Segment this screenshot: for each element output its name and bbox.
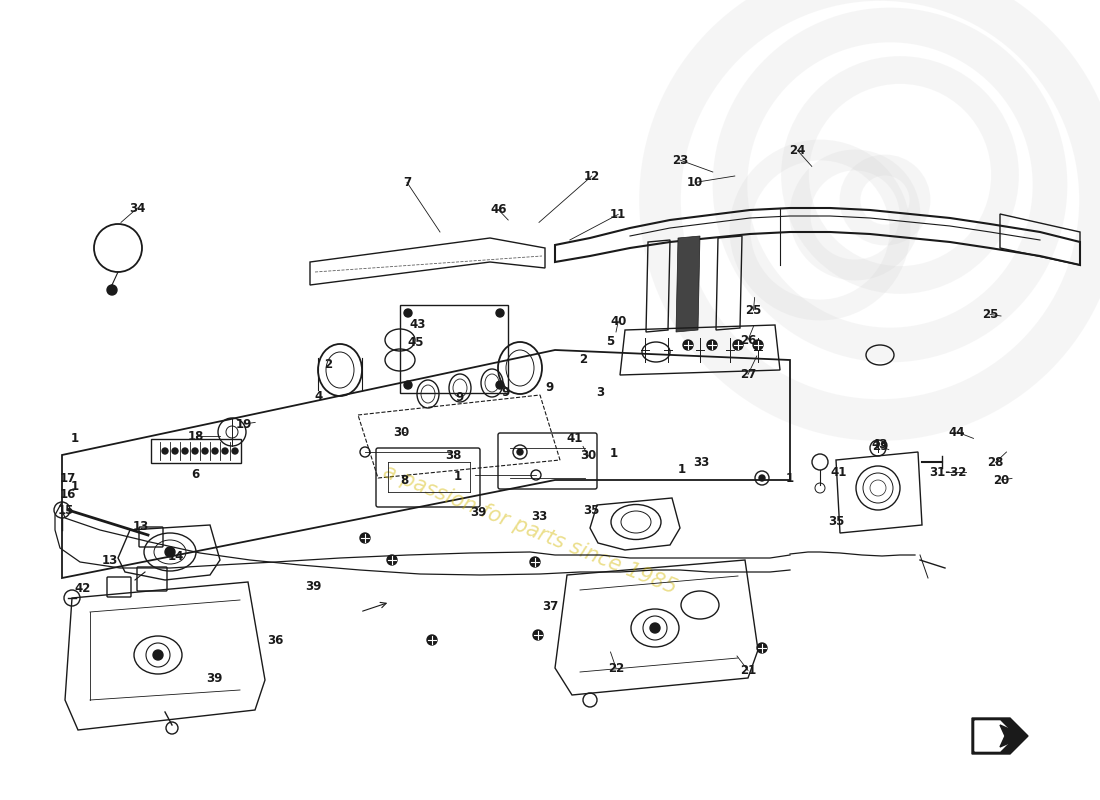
Circle shape <box>404 381 412 389</box>
Circle shape <box>172 448 178 454</box>
Text: 21: 21 <box>740 664 756 677</box>
Circle shape <box>707 340 717 350</box>
Text: 20: 20 <box>993 474 1009 486</box>
Circle shape <box>222 448 228 454</box>
Circle shape <box>162 448 168 454</box>
Text: 27: 27 <box>740 368 756 381</box>
Text: 14: 14 <box>168 550 184 562</box>
Text: 11: 11 <box>610 208 626 221</box>
Text: 22: 22 <box>608 662 624 674</box>
Circle shape <box>517 449 522 455</box>
Text: a passion for parts since 1985: a passion for parts since 1985 <box>381 462 680 598</box>
Polygon shape <box>1000 725 1025 747</box>
Text: 10: 10 <box>688 176 703 189</box>
Text: 37: 37 <box>542 600 558 613</box>
Text: 16: 16 <box>60 488 76 501</box>
Text: 4: 4 <box>315 390 323 402</box>
Text: 24: 24 <box>790 144 805 157</box>
Text: 39: 39 <box>207 672 222 685</box>
Text: 28: 28 <box>988 456 1003 469</box>
Circle shape <box>202 448 208 454</box>
Text: 30: 30 <box>581 450 596 462</box>
Text: 34: 34 <box>130 202 145 214</box>
Text: 44: 44 <box>948 426 966 438</box>
Circle shape <box>496 381 504 389</box>
Polygon shape <box>972 718 1028 754</box>
Text: 31-32: 31-32 <box>930 466 967 478</box>
Text: 42: 42 <box>75 582 90 594</box>
Circle shape <box>427 635 437 645</box>
Circle shape <box>387 555 397 565</box>
Text: 41: 41 <box>566 432 582 445</box>
Text: 7: 7 <box>403 176 411 189</box>
Text: 9: 9 <box>546 381 554 394</box>
Polygon shape <box>676 236 700 332</box>
Circle shape <box>683 340 693 350</box>
Text: 12: 12 <box>584 170 600 182</box>
Text: 2: 2 <box>323 358 332 370</box>
Text: 36: 36 <box>267 634 283 646</box>
Text: 43: 43 <box>410 318 426 330</box>
Text: 35: 35 <box>828 515 844 528</box>
Text: 45: 45 <box>407 336 425 349</box>
Text: 1: 1 <box>453 470 462 483</box>
Text: 1: 1 <box>785 472 794 485</box>
Circle shape <box>530 557 540 567</box>
Circle shape <box>733 340 742 350</box>
Text: 19: 19 <box>236 418 252 430</box>
Circle shape <box>232 448 238 454</box>
Circle shape <box>496 309 504 317</box>
Circle shape <box>759 475 764 481</box>
Text: 39: 39 <box>306 580 321 593</box>
Text: 1: 1 <box>609 447 618 460</box>
Text: 25: 25 <box>746 304 761 317</box>
Circle shape <box>212 448 218 454</box>
Text: 38: 38 <box>446 450 461 462</box>
Text: 35: 35 <box>584 504 600 517</box>
Text: 29: 29 <box>872 440 888 453</box>
Circle shape <box>757 643 767 653</box>
Circle shape <box>754 340 763 350</box>
Text: 39: 39 <box>471 506 486 518</box>
Circle shape <box>192 448 198 454</box>
Circle shape <box>107 285 117 295</box>
Text: 41: 41 <box>830 466 846 478</box>
Circle shape <box>153 650 163 660</box>
Polygon shape <box>975 721 1015 751</box>
Text: 43: 43 <box>872 438 888 450</box>
Text: 6: 6 <box>191 468 200 481</box>
Text: 18: 18 <box>188 430 204 442</box>
Text: 9: 9 <box>455 391 464 404</box>
Text: 2: 2 <box>579 353 587 366</box>
Text: 3: 3 <box>596 386 605 398</box>
Circle shape <box>650 623 660 633</box>
Circle shape <box>534 630 543 640</box>
Text: 46: 46 <box>491 203 506 216</box>
Text: 23: 23 <box>672 154 688 166</box>
Text: 1: 1 <box>678 463 686 476</box>
Text: 33: 33 <box>694 456 710 469</box>
Circle shape <box>404 309 412 317</box>
Text: 1: 1 <box>70 432 79 445</box>
Circle shape <box>165 547 175 557</box>
Text: 26: 26 <box>740 334 756 346</box>
Circle shape <box>182 448 188 454</box>
Text: 40: 40 <box>610 315 626 328</box>
Circle shape <box>360 533 370 543</box>
Text: 5: 5 <box>606 335 615 348</box>
Text: 1: 1 <box>70 480 79 493</box>
Text: 25: 25 <box>982 308 998 321</box>
Text: 8: 8 <box>400 474 409 486</box>
Text: 13: 13 <box>133 520 148 533</box>
Text: 33: 33 <box>531 510 547 522</box>
Text: 17: 17 <box>60 472 76 485</box>
Text: 13: 13 <box>102 554 118 566</box>
Text: 30: 30 <box>394 426 409 438</box>
Text: 9: 9 <box>502 386 510 398</box>
Text: 15: 15 <box>58 504 74 517</box>
